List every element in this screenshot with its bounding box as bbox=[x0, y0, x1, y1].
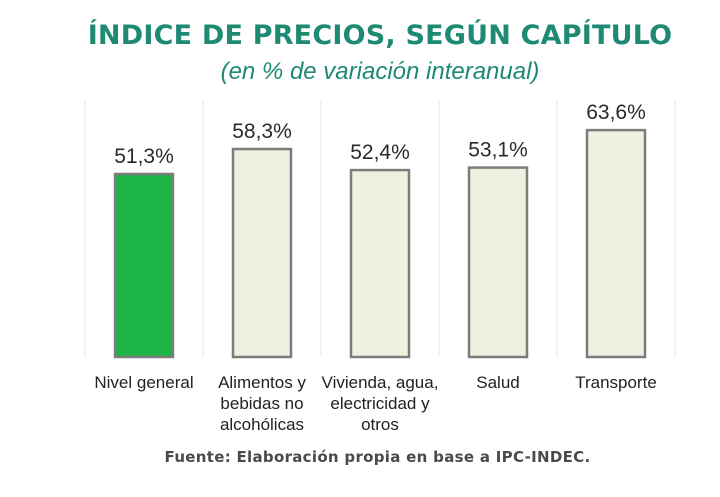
bar bbox=[349, 168, 411, 359]
source-note: Fuente: Elaboración propia en base a IPC… bbox=[164, 448, 591, 466]
chart-subtitle: (en % de variación interanual) bbox=[220, 58, 540, 85]
bar bbox=[231, 147, 293, 359]
data-label: 52,4% bbox=[350, 141, 410, 164]
data-label: 53,1% bbox=[468, 139, 528, 162]
category-label: Alimentos y bebidas no alcohólicas bbox=[218, 373, 306, 434]
category-label: Nivel general bbox=[94, 373, 193, 392]
category-label: Salud bbox=[476, 373, 519, 392]
data-label: 51,3% bbox=[114, 145, 174, 168]
data-label: 58,3% bbox=[232, 120, 292, 143]
bar bbox=[467, 166, 529, 359]
category-label: Vivienda, agua, electricidad y otros bbox=[322, 373, 439, 434]
data-label: 63,6% bbox=[586, 101, 646, 124]
bar bbox=[585, 128, 647, 359]
bar bbox=[113, 172, 175, 359]
category-label: Transporte bbox=[575, 373, 657, 392]
chart-title: ÍNDICE DE PRECIOS, SEGÚN CAPÍTULO bbox=[87, 20, 673, 51]
